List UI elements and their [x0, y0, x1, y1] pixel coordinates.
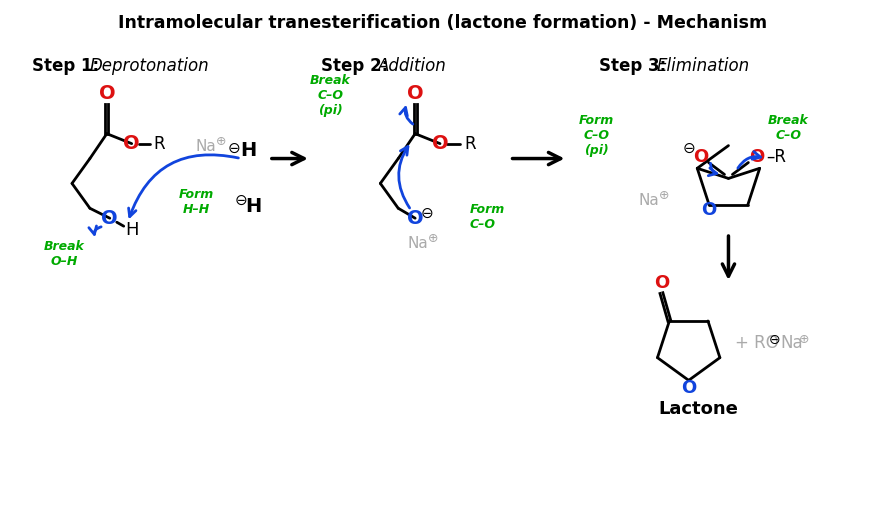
Text: Break
C–O: Break C–O	[767, 114, 809, 142]
Text: Lactone: Lactone	[658, 400, 739, 418]
Text: Na: Na	[196, 139, 217, 154]
Text: O: O	[98, 84, 115, 104]
Text: H: H	[125, 221, 138, 239]
Text: ⊕: ⊕	[216, 135, 227, 148]
Text: Elimination: Elimination	[657, 57, 750, 75]
Text: Deprotonation: Deprotonation	[89, 57, 209, 75]
Text: O: O	[693, 148, 708, 166]
Text: O: O	[702, 201, 717, 219]
Text: Na: Na	[781, 334, 803, 352]
Text: ⊖: ⊖	[421, 206, 433, 221]
Text: Form
C–O
(pi): Form C–O (pi)	[579, 114, 614, 157]
Text: O: O	[431, 134, 448, 153]
Text: –R: –R	[766, 148, 786, 166]
Text: O: O	[654, 274, 669, 292]
Text: Step 3:: Step 3:	[599, 57, 666, 75]
Text: O: O	[102, 209, 118, 228]
Text: H: H	[245, 197, 261, 216]
Text: ⊖: ⊖	[682, 141, 695, 156]
Text: O: O	[407, 84, 424, 104]
Text: ⊖: ⊖	[768, 333, 780, 347]
Text: R: R	[464, 135, 476, 153]
Text: H: H	[240, 141, 256, 160]
Text: Break
C–O
(pi): Break C–O (pi)	[310, 74, 351, 117]
Text: O: O	[749, 148, 764, 166]
Text: Step 1:: Step 1:	[32, 57, 99, 75]
Text: Addition: Addition	[378, 57, 447, 75]
Text: R: R	[153, 135, 166, 153]
Text: ⊖: ⊖	[235, 193, 247, 208]
Text: ⊕: ⊕	[658, 189, 669, 202]
Text: + RO: + RO	[735, 334, 779, 352]
Text: Intramolecular tranesterification (lactone formation) - Mechanism: Intramolecular tranesterification (lacto…	[119, 15, 767, 32]
Text: ⊕: ⊕	[428, 232, 439, 244]
Text: ⊖: ⊖	[228, 141, 240, 156]
Text: O: O	[407, 209, 424, 228]
Text: O: O	[123, 134, 140, 153]
Text: Form
H–H: Form H–H	[179, 189, 214, 217]
Text: Form
C–O: Form C–O	[470, 203, 505, 232]
Text: ⊕: ⊕	[799, 333, 809, 346]
Text: O: O	[681, 379, 696, 397]
Text: Na: Na	[639, 193, 659, 208]
Text: Break
O–H: Break O–H	[43, 240, 84, 268]
Text: Step 2:: Step 2:	[321, 57, 388, 75]
Text: Na: Na	[408, 236, 429, 251]
